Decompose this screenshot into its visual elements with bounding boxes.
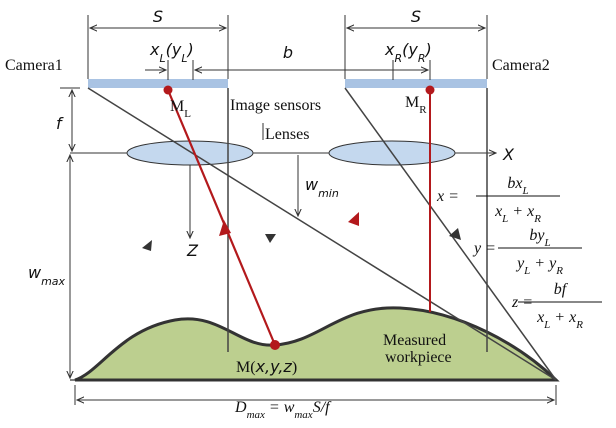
label-wmin: wmin	[305, 175, 339, 200]
formula-denominator: yL + yR	[515, 255, 563, 277]
dimension-lines	[60, 15, 557, 405]
image-sensors-label: Image sensors	[230, 97, 321, 114]
ray-arrow	[348, 212, 359, 226]
label-xl: xL(yL)	[149, 40, 194, 65]
workpiece-label: Measured workpiece	[383, 332, 452, 366]
formula-lhs: y =	[472, 240, 496, 257]
camera1-label: Camera1	[5, 57, 63, 74]
label-xr: xR(yR)	[384, 40, 432, 65]
label-f: f	[56, 114, 64, 133]
formula-numerator: bxL	[507, 175, 528, 197]
formula-numerator: byL	[529, 227, 550, 249]
view-lines	[87, 87, 557, 381]
label-s: S	[411, 7, 421, 26]
point-mr	[425, 85, 435, 95]
label-ml: ML	[170, 98, 191, 120]
camera2-label: Camera2	[492, 57, 550, 74]
workpiece	[74, 306, 560, 382]
ray-arrow	[219, 220, 231, 236]
label-wmax: wmax	[28, 263, 66, 288]
lenses-label: Lenses	[265, 126, 309, 143]
point-m	[270, 340, 280, 350]
formula-lhs: x =	[436, 188, 459, 205]
point-ml	[163, 85, 173, 95]
label-x-axis: X	[502, 145, 515, 164]
formula-numerator: bf	[554, 281, 569, 298]
sensor-left	[88, 79, 228, 88]
label-mr: MR	[405, 94, 427, 116]
ray-left	[166, 89, 277, 346]
formula-denominator: xL + xR	[536, 309, 583, 331]
dmax-label: Dmax = wmaxS/f	[234, 399, 332, 421]
sensor-right	[345, 79, 487, 88]
label-s: S	[153, 7, 163, 26]
formula-denominator: xL + xR	[494, 203, 541, 225]
point-label: M(x,y,z)	[236, 357, 297, 376]
label-z-axis: Z	[186, 241, 199, 260]
label-b: b	[283, 43, 293, 62]
